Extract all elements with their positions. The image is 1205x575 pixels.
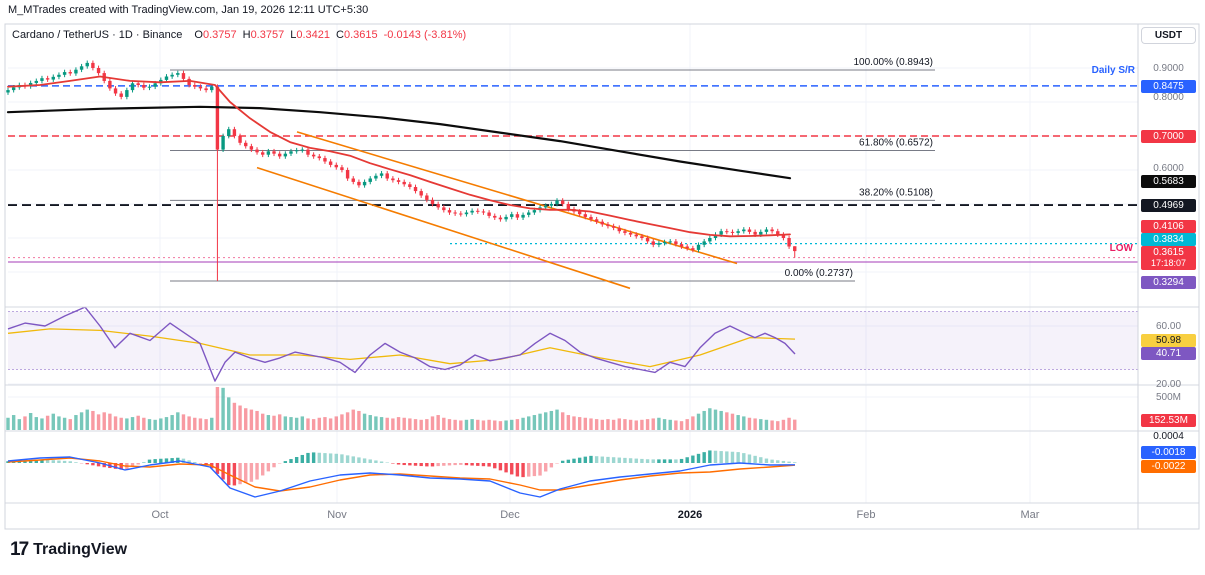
svg-text:100.00% (0.8943): 100.00% (0.8943) <box>853 57 933 68</box>
daily-sr-label: Daily S/R <box>1091 65 1135 76</box>
ohlc-label: O <box>194 29 203 41</box>
ohlc-number: 0.3757 <box>202 29 237 41</box>
symbol-title[interactable]: Cardano / TetherUS · 1D · Binance <box>12 29 183 41</box>
ohlc-number: 0.3421 <box>296 29 330 41</box>
ohlc-values: O0.3757 H0.3757 L0.3421 C0.3615 <box>188 29 377 41</box>
tradingview-logo-icon: 17 <box>10 539 29 560</box>
tradingview-logo-text: TradingView <box>33 541 128 558</box>
ohlc-number: 0.3615 <box>343 29 378 41</box>
ohlc-number: 0.3757 <box>250 29 285 41</box>
ohlc-label: C <box>336 29 344 41</box>
chart-legend[interactable]: Cardano / TetherUS · 1D · Binance O0.3757… <box>12 29 466 41</box>
ohlc-label: H <box>242 29 251 41</box>
tradingview-logo[interactable]: 17 TradingView <box>10 539 127 561</box>
watermark-text: M_MTrades created with TradingView.com, … <box>8 4 369 16</box>
low-label: LOW <box>1109 243 1133 254</box>
svg-text:38.20% (0.5108): 38.20% (0.5108) <box>859 187 933 198</box>
ohlc-label: L <box>290 29 297 41</box>
currency-toggle-button[interactable]: USDT <box>1141 27 1196 44</box>
svg-text:0.00% (0.2737): 0.00% (0.2737) <box>785 268 853 279</box>
svg-text:61.80% (0.6572): 61.80% (0.6572) <box>859 138 933 149</box>
change-value: -0.0143 (-3.81%) <box>383 29 467 41</box>
